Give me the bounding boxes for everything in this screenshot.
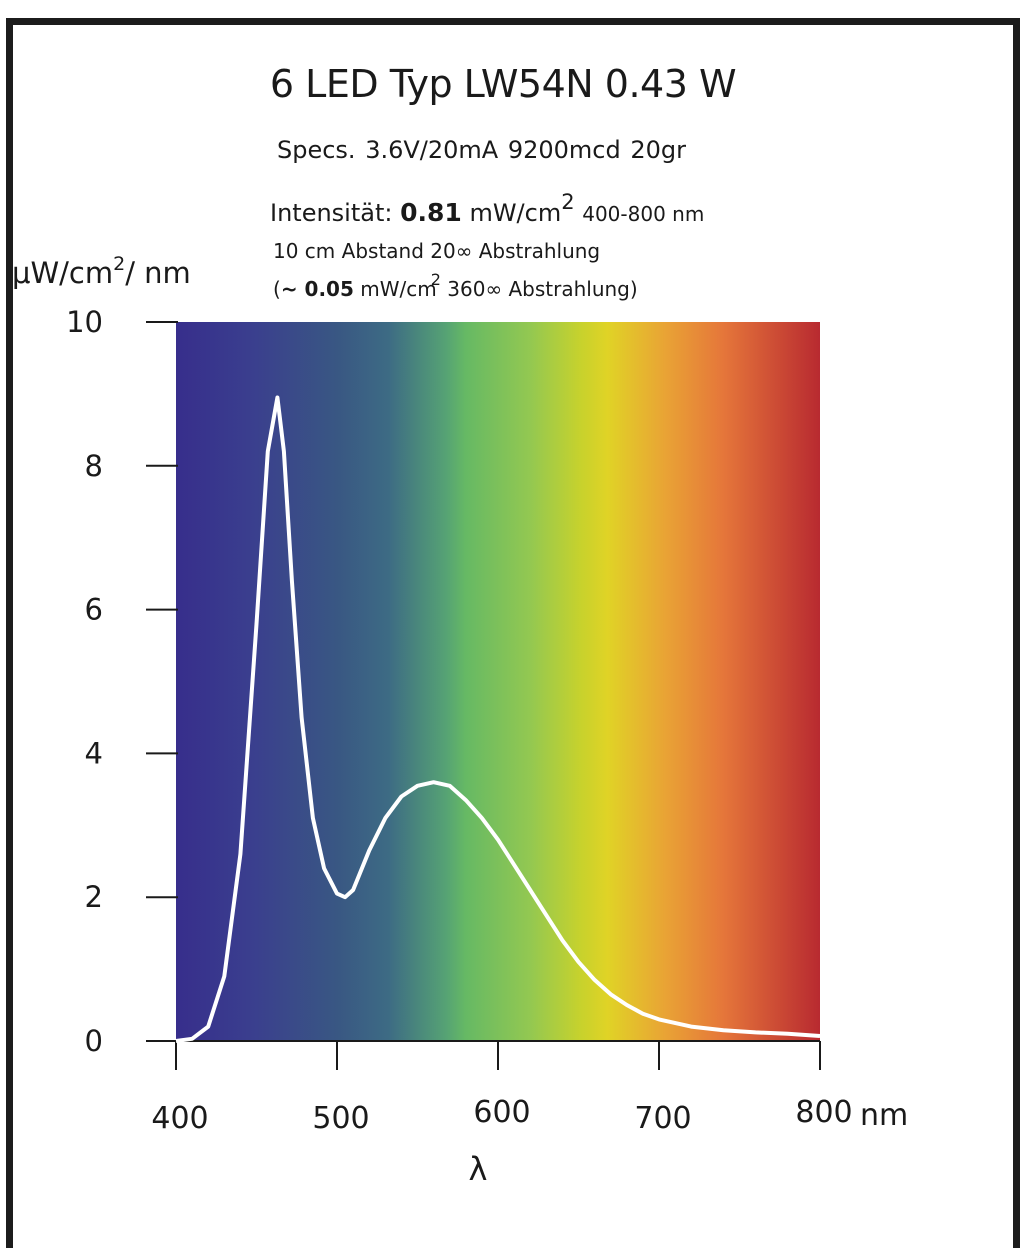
y-axis-label-unit: μW/cm [12,256,114,290]
chart-title: 6 LED Typ LW54N 0.43 W [269,62,737,106]
y-axis-label-suffix: / nm [125,256,191,290]
y-tick-label: 2 [85,880,103,914]
chart-frame [6,18,1020,1248]
note-line: (~ 0.05 mW/cm2 360∞ Abstrahlung) [273,270,638,301]
note-value: ~ 0.05 [280,277,354,301]
intensity-value: 0.81 [400,198,462,227]
y-tick-label: 4 [85,736,103,770]
distance-line: 10 cm Abstand 20∞ Abstrahlung [273,239,601,263]
y-tick-label: 0 [85,1024,103,1058]
x-axis: 400 500 600 700 800 [146,1040,853,1136]
intensity-unit: mW/cm [469,199,562,227]
y-axis-label: μW/cm2/ nm [12,253,191,290]
x-tick-label: 400 [151,1101,208,1136]
y-axis-label-exponent: 2 [113,253,126,275]
y-tick-label: 10 [66,305,103,339]
note-unit-exponent: 2 [430,270,441,289]
x-axis-unit: nm [860,1098,908,1133]
x-tick-label: 600 [473,1095,530,1130]
spectrum-curve [175,395,821,1043]
x-tick-label: 800 [795,1095,852,1130]
x-axis-label: λ [469,1150,488,1188]
note-unit: mW/cm [360,277,437,301]
intensity-line: Intensität: 0.81 mW/cm2 400-800 nm [270,190,705,227]
note-open: ( [273,277,281,301]
note-rest: 360∞ Abstrahlung) [440,277,638,301]
y-axis: 0 2 4 6 8 10 [66,305,178,1058]
x-tick-label: 500 [312,1101,369,1136]
intensity-unit-exponent: 2 [561,190,575,214]
intensity-range: 400-800 nm [582,202,705,226]
specs-line: Specs. 3.6V/20mA 9200mcd 20gr [277,136,686,164]
y-tick-label: 8 [85,449,103,483]
intensity-label: Intensität: [270,199,393,227]
y-tick-label: 6 [85,593,103,627]
x-tick-label: 700 [634,1101,691,1136]
